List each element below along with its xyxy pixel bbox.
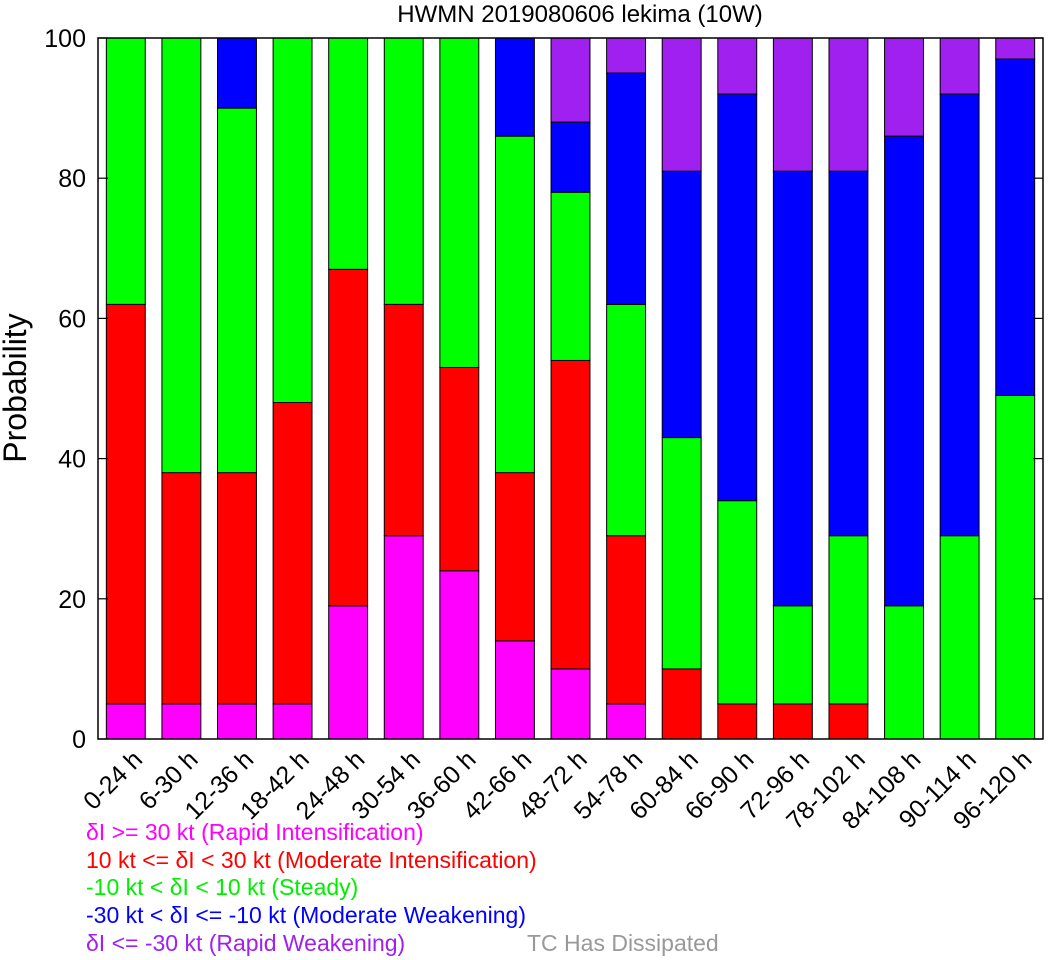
bar-segment-96-120h-s3 bbox=[995, 58, 1036, 397]
bar-segment-54-78h-s1 bbox=[606, 535, 647, 705]
bar-segment-6-30h-s1 bbox=[161, 472, 202, 705]
bar-segment-48-72h-s1 bbox=[550, 359, 591, 670]
legend-moderate-intensification: 10 kt <= δI < 30 kt (Moderate Intensific… bbox=[86, 847, 537, 873]
bar-segment-42-66h-s2 bbox=[494, 135, 535, 474]
bar-segment-90-114h-s2 bbox=[939, 535, 980, 740]
bar-segment-0-24h-s1 bbox=[105, 303, 146, 705]
bar-segment-78-102h-s1 bbox=[828, 703, 869, 740]
bar-segment-72-96h-s1 bbox=[772, 703, 813, 740]
bar-segment-6-30h-s2 bbox=[161, 37, 202, 474]
bar-segment-84-108h-s2 bbox=[884, 605, 924, 740]
y-axis-label: Probability bbox=[0, 313, 33, 462]
bar-segment-72-96h-s3 bbox=[772, 170, 813, 607]
bar-segment-84-108h-s4 bbox=[884, 37, 924, 137]
bar-segment-18-42h-s2 bbox=[272, 37, 313, 404]
bar-segment-42-66h-s1 bbox=[494, 472, 535, 642]
bar-segment-48-72h-s4 bbox=[550, 37, 591, 123]
y-tick-label: 0 bbox=[72, 726, 86, 754]
bar-segment-0-24h-s0 bbox=[105, 703, 146, 740]
bar-segment-48-72h-s0 bbox=[550, 668, 591, 740]
legend-rapid-weakening: δI <= -30 kt (Rapid Weakening) bbox=[86, 930, 406, 956]
legend-moderate-weakening: -30 kt < δI <= -10 kt (Moderate Weakenin… bbox=[86, 902, 527, 928]
bar-segment-54-78h-s0 bbox=[606, 703, 647, 740]
bar-segment-42-66h-s0 bbox=[494, 640, 535, 740]
y-tick-label: 40 bbox=[58, 446, 86, 474]
bar-segment-96-120h-s4 bbox=[995, 37, 1036, 60]
bar-segment-6-30h-s0 bbox=[161, 703, 202, 740]
bar-segment-54-78h-s3 bbox=[606, 72, 647, 305]
bar-segment-36-60h-s0 bbox=[439, 570, 480, 740]
bar-segment-60-84h-s4 bbox=[661, 37, 702, 172]
y-axis-ticks: 0 20 40 60 80 100 bbox=[44, 25, 1043, 754]
bar-segment-48-72h-s2 bbox=[550, 191, 591, 361]
chart-title: HWMN 2019080606 lekima (10W) bbox=[397, 1, 762, 28]
bar-segment-36-60h-s1 bbox=[439, 366, 480, 572]
bar-segment-54-78h-s4 bbox=[606, 37, 647, 74]
y-tick-label: 20 bbox=[58, 586, 86, 614]
bar-segment-24-48h-s2 bbox=[328, 37, 369, 270]
bar-segment-60-84h-s2 bbox=[661, 437, 702, 670]
bar-segment-66-90h-s3 bbox=[717, 93, 758, 502]
bar-segment-18-42h-s0 bbox=[272, 703, 313, 740]
bar-segment-12-36h-s1 bbox=[217, 472, 257, 705]
bar-segment-96-120h-s2 bbox=[995, 395, 1036, 740]
bar-segment-42-66h-s3 bbox=[494, 37, 535, 137]
bar-segment-18-42h-s1 bbox=[272, 402, 313, 705]
legend-steady: -10 kt < δI < 10 kt (Steady) bbox=[86, 874, 359, 900]
bar-segment-66-90h-s4 bbox=[717, 37, 758, 95]
bar-segment-78-102h-s3 bbox=[828, 170, 869, 537]
bar-segment-24-48h-s0 bbox=[328, 605, 369, 740]
bar-segment-30-54h-s1 bbox=[383, 303, 424, 537]
bar-segment-84-108h-s3 bbox=[884, 135, 924, 607]
bar-segment-12-36h-s2 bbox=[217, 107, 257, 474]
bar-segment-78-102h-s4 bbox=[828, 37, 869, 172]
bar-segment-66-90h-s1 bbox=[717, 703, 758, 740]
y-tick-label: 100 bbox=[44, 25, 86, 53]
bar-segment-60-84h-s3 bbox=[661, 170, 702, 439]
bar-segment-90-114h-s3 bbox=[939, 93, 980, 537]
bar-segment-72-96h-s4 bbox=[772, 37, 813, 172]
legend-rapid-intensification: δI >= 30 kt (Rapid Intensification) bbox=[86, 819, 424, 845]
legend-tc-dissipated: TC Has Dissipated bbox=[527, 930, 719, 956]
bar-segment-0-24h-s2 bbox=[105, 37, 146, 305]
bars-group bbox=[105, 37, 1036, 740]
bar-segment-66-90h-s2 bbox=[717, 500, 758, 705]
y-tick-label: 80 bbox=[58, 165, 86, 193]
bar-segment-12-36h-s3 bbox=[217, 37, 257, 109]
bar-segment-60-84h-s1 bbox=[661, 668, 702, 740]
x-tick-label: 0-24 h bbox=[78, 745, 148, 815]
bar-segment-90-114h-s4 bbox=[939, 37, 980, 95]
bar-segment-36-60h-s2 bbox=[439, 37, 480, 368]
bar-segment-54-78h-s2 bbox=[606, 303, 647, 537]
bar-segment-30-54h-s0 bbox=[383, 535, 424, 740]
bar-segment-72-96h-s2 bbox=[772, 605, 813, 705]
bar-segment-30-54h-s2 bbox=[383, 37, 424, 305]
bar-segment-12-36h-s0 bbox=[217, 703, 257, 740]
plot-frame bbox=[97, 37, 1044, 740]
bar-segment-78-102h-s2 bbox=[828, 535, 869, 705]
y-tick-label: 60 bbox=[58, 305, 86, 333]
bar-segment-24-48h-s1 bbox=[328, 268, 369, 607]
bar-segment-48-72h-s3 bbox=[550, 121, 591, 193]
